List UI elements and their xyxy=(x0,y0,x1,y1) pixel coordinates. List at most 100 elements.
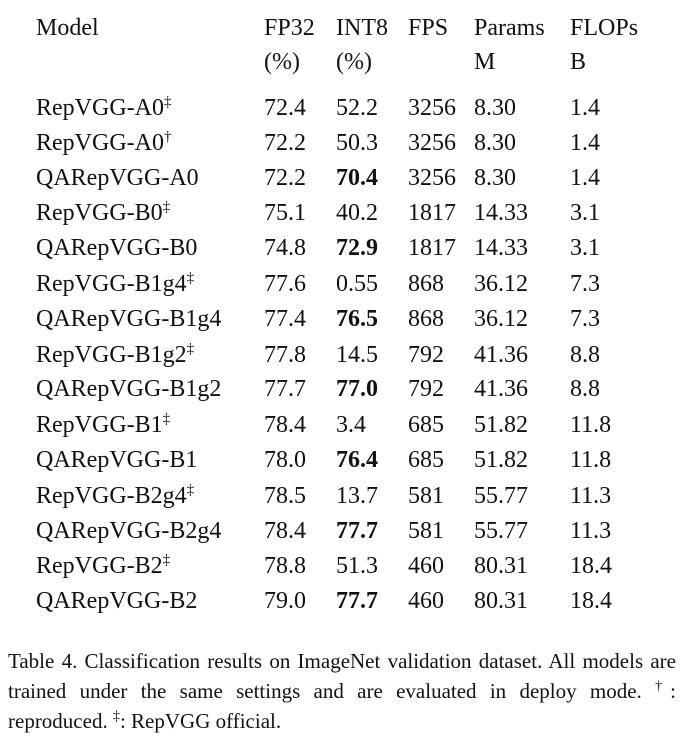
cell-int8: 72.9 xyxy=(336,235,378,262)
cell-fp32: 77.7 xyxy=(264,376,306,403)
footnote-mark: ‡ xyxy=(186,481,195,498)
footnote-mark: ‡ xyxy=(186,340,195,357)
footnote-mark: ‡ xyxy=(162,552,171,569)
header-cell: FPS xyxy=(408,15,449,41)
cell-fps: 868 xyxy=(408,271,444,297)
cell-params: 55.77 xyxy=(474,517,528,544)
model-name: QARepVGG-B2g4 xyxy=(36,517,222,544)
cell-int8: 51.3 xyxy=(336,553,378,580)
header-cell: FLOPs xyxy=(570,15,639,41)
header-cell: Params xyxy=(474,15,545,41)
caption-text: : reproduced. xyxy=(8,679,676,733)
cell-fps: 685 xyxy=(408,447,444,473)
cell-params: 36.12 xyxy=(474,305,528,332)
header-cell: (%) xyxy=(336,49,372,75)
cell-fps: 792 xyxy=(408,341,444,368)
cell-fps: 792 xyxy=(408,376,444,403)
cell-params: 14.33 xyxy=(474,200,528,227)
cell-fp32: 75.1 xyxy=(264,200,306,227)
cell-fps: 685 xyxy=(408,412,444,439)
cell-fps: 581 xyxy=(408,517,444,544)
cell-flops: 8.8 xyxy=(570,341,600,368)
cell-int8: 52.2 xyxy=(336,95,378,121)
cell-fps: 581 xyxy=(408,482,444,509)
cell-params: 80.31 xyxy=(474,588,528,615)
header-cell: (%) xyxy=(264,49,300,75)
caption-text: Table 4. Classification results on Image… xyxy=(8,649,676,703)
caption-sup: ‡ xyxy=(112,709,120,724)
cell-fps: 460 xyxy=(408,588,444,615)
footnote-mark: ‡ xyxy=(162,199,171,216)
cell-flops: 1.4 xyxy=(570,95,600,121)
cell-int8: 14.5 xyxy=(336,341,378,368)
cell-flops: 11.8 xyxy=(570,412,612,439)
cell-fps: 460 xyxy=(408,553,444,580)
cell-fp32: 72.2 xyxy=(264,129,306,156)
header-cell: M xyxy=(474,49,496,75)
cell-int8: 40.2 xyxy=(336,200,378,227)
model-name: RepVGG-A0‡ xyxy=(36,94,172,122)
footnote-mark: ‡ xyxy=(163,94,172,110)
cell-flops: 18.4 xyxy=(570,553,612,580)
cell-int8: 77.0 xyxy=(336,376,378,403)
cell-flops: 18.4 xyxy=(570,588,612,615)
cell-flops: 8.8 xyxy=(570,376,600,403)
cell-int8: 3.4 xyxy=(336,412,366,439)
model-name: RepVGG-B1g2‡ xyxy=(36,340,195,368)
cell-params: 55.77 xyxy=(474,482,528,509)
cell-params: 41.36 xyxy=(474,376,528,403)
cell-int8: 50.3 xyxy=(336,129,378,156)
cell-flops: 3.1 xyxy=(570,200,600,227)
cell-fp32: 78.4 xyxy=(264,517,306,544)
cell-fp32: 72.4 xyxy=(264,95,306,121)
rule xyxy=(0,11,684,13)
cell-fps: 3256 xyxy=(408,164,456,191)
cell-fp32: 77.6 xyxy=(264,271,306,297)
cell-int8: 13.7 xyxy=(336,482,378,509)
cell-flops: 1.4 xyxy=(570,129,600,156)
caption-sup: † xyxy=(655,679,671,694)
header-cell: FP32 xyxy=(264,15,315,41)
cell-flops: 11.3 xyxy=(570,482,612,509)
cell-fp32: 78.4 xyxy=(264,412,306,439)
cell-fps: 1817 xyxy=(408,200,456,227)
model-name: QARepVGG-B1g4 xyxy=(36,305,222,332)
cell-int8: 76.5 xyxy=(336,305,378,332)
cell-fp32: 78.8 xyxy=(264,553,306,580)
caption: Table 4. Classification results on Image… xyxy=(8,646,676,736)
model-name: QARepVGG-A0 xyxy=(36,164,199,191)
footnote-mark: ‡ xyxy=(186,270,195,286)
cell-params: 8.30 xyxy=(474,95,516,121)
cell-fp32: 78.5 xyxy=(264,482,306,509)
footnote-mark: ‡ xyxy=(162,411,171,428)
cell-flops: 11.8 xyxy=(570,447,612,473)
cell-fp32: 77.4 xyxy=(264,305,306,332)
model-name: RepVGG-B1‡ xyxy=(36,411,171,439)
cell-params: 14.33 xyxy=(474,235,528,262)
footnote-mark: † xyxy=(163,128,172,145)
cell-int8: 76.4 xyxy=(336,447,378,473)
cell-params: 80.31 xyxy=(474,553,528,580)
model-name: RepVGG-B1g4‡ xyxy=(36,270,195,298)
cell-flops: 11.3 xyxy=(570,517,612,544)
model-name: RepVGG-B2g4‡ xyxy=(36,481,195,509)
cell-fps: 868 xyxy=(408,305,444,332)
cell-params: 8.30 xyxy=(474,164,516,191)
cell-fps: 1817 xyxy=(408,235,456,262)
cell-int8: 77.7 xyxy=(336,517,378,544)
model-name: RepVGG-B0‡ xyxy=(36,199,171,227)
cell-fps: 3256 xyxy=(408,95,456,121)
cell-fp32: 72.2 xyxy=(264,164,306,191)
cell-fp32: 78.0 xyxy=(264,447,306,473)
header-cell: INT8 xyxy=(336,15,388,41)
cell-flops: 7.3 xyxy=(570,305,600,332)
cell-flops: 7.3 xyxy=(570,271,600,297)
model-name: RepVGG-B2‡ xyxy=(36,552,171,580)
header-cell: B xyxy=(570,49,587,75)
cell-params: 41.36 xyxy=(474,341,528,368)
cell-int8: 0.55 xyxy=(336,271,378,297)
header-cell: Model xyxy=(36,15,99,41)
cell-fps: 3256 xyxy=(408,129,456,156)
model-name: QARepVGG-B1g2 xyxy=(36,376,222,403)
